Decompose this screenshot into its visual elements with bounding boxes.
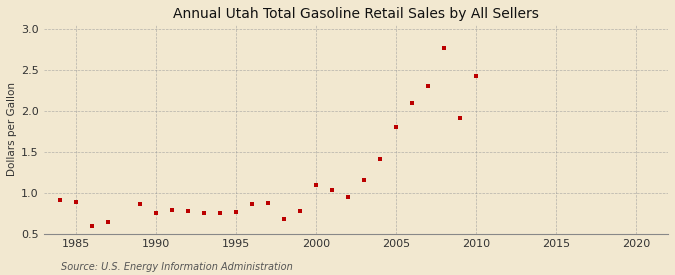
Point bbox=[230, 210, 241, 214]
Point bbox=[151, 210, 161, 215]
Point bbox=[470, 73, 481, 78]
Point bbox=[198, 210, 209, 215]
Point bbox=[327, 188, 338, 192]
Point bbox=[263, 200, 273, 205]
Point bbox=[167, 208, 178, 212]
Point bbox=[375, 156, 385, 161]
Title: Annual Utah Total Gasoline Retail Sales by All Sellers: Annual Utah Total Gasoline Retail Sales … bbox=[173, 7, 539, 21]
Point bbox=[103, 219, 113, 224]
Y-axis label: Dollars per Gallon: Dollars per Gallon bbox=[7, 82, 17, 177]
Point bbox=[215, 211, 225, 216]
Point bbox=[358, 178, 369, 182]
Point bbox=[134, 201, 145, 206]
Point bbox=[182, 209, 193, 213]
Text: Source: U.S. Energy Information Administration: Source: U.S. Energy Information Administ… bbox=[61, 262, 292, 272]
Point bbox=[439, 46, 450, 50]
Point bbox=[54, 198, 65, 202]
Point bbox=[294, 209, 305, 213]
Point bbox=[86, 224, 97, 228]
Point bbox=[391, 125, 402, 130]
Point bbox=[310, 183, 321, 187]
Point bbox=[423, 83, 433, 88]
Point bbox=[406, 101, 417, 105]
Point bbox=[246, 201, 257, 206]
Point bbox=[279, 217, 290, 221]
Point bbox=[454, 115, 465, 120]
Point bbox=[342, 195, 353, 199]
Point bbox=[70, 200, 81, 204]
